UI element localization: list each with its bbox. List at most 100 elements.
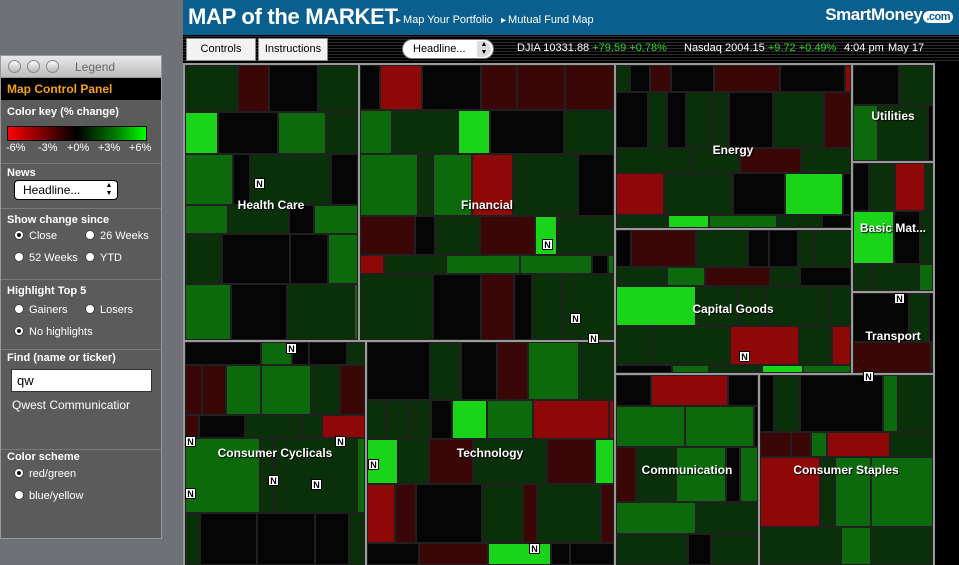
stock-cell[interactable] — [841, 527, 871, 565]
stock-cell[interactable] — [824, 92, 851, 148]
stock-cell[interactable] — [532, 274, 562, 340]
stock-cell[interactable] — [490, 110, 564, 154]
stock-cell[interactable] — [360, 274, 433, 340]
sector-technology[interactable]: Technology — [367, 342, 614, 565]
stock-cell[interactable] — [578, 154, 614, 216]
stock-cell[interactable] — [185, 284, 231, 340]
stock-cell[interactable] — [740, 148, 801, 173]
stock-cell[interactable] — [785, 173, 843, 215]
news-badge-icon[interactable]: N — [335, 436, 346, 447]
stock-cell[interactable] — [920, 211, 933, 264]
stock-cell[interactable] — [360, 154, 418, 216]
stock-cell[interactable] — [528, 342, 579, 400]
stock-cell[interactable] — [652, 326, 730, 365]
stock-cell[interactable] — [592, 255, 608, 274]
news-badge-icon[interactable]: N — [185, 436, 196, 447]
stock-cell[interactable] — [616, 502, 696, 534]
stock-cell[interactable] — [185, 415, 199, 438]
stock-cell[interactable] — [482, 484, 523, 543]
stock-cell[interactable] — [709, 365, 762, 373]
stock-cell[interactable] — [290, 234, 328, 284]
stock-cell[interactable] — [257, 513, 315, 565]
stock-cell[interactable] — [562, 274, 614, 340]
stock-cell[interactable] — [384, 255, 446, 274]
stock-cell[interactable] — [185, 65, 238, 112]
stock-cell[interactable] — [616, 92, 648, 148]
radio-icon[interactable] — [85, 304, 95, 314]
stock-cell[interactable] — [696, 286, 738, 326]
stock-cell[interactable] — [762, 365, 803, 373]
stock-cell[interactable] — [418, 154, 433, 216]
news-badge-icon[interactable]: N — [863, 371, 874, 382]
sector-financial[interactable]: Financial — [360, 65, 614, 340]
stock-cell[interactable] — [760, 527, 841, 565]
stock-cell[interactable] — [579, 342, 614, 400]
stock-cell[interactable] — [769, 230, 798, 267]
stock-cell[interactable] — [871, 457, 933, 527]
stock-cell[interactable] — [446, 255, 520, 274]
stock-cell[interactable] — [853, 105, 878, 161]
radio-52-weeks[interactable]: 52 Weeks — [14, 252, 78, 264]
news-headline-select[interactable]: Headline... ▲ ▼ — [14, 180, 118, 200]
stock-cell[interactable] — [185, 205, 228, 234]
stock-cell[interactable] — [595, 439, 614, 484]
news-badge-icon[interactable]: N — [368, 459, 379, 470]
news-badge-icon[interactable]: N — [894, 293, 905, 304]
stock-cell[interactable] — [309, 342, 347, 365]
stock-cell[interactable] — [360, 65, 380, 110]
stock-cell[interactable] — [773, 92, 824, 148]
stock-cell[interactable] — [616, 267, 667, 286]
find-input[interactable]: qw — [11, 369, 152, 392]
news-badge-icon[interactable]: N — [185, 488, 196, 499]
stock-cell[interactable] — [631, 230, 696, 267]
stock-cell[interactable] — [461, 342, 497, 400]
stock-cell[interactable] — [185, 342, 261, 365]
stock-cell[interactable] — [688, 534, 711, 565]
stock-cell[interactable] — [845, 65, 851, 92]
radio-close[interactable]: Close — [14, 230, 57, 242]
stock-cell[interactable] — [835, 457, 871, 527]
stock-cell[interactable] — [878, 105, 928, 161]
radio-icon[interactable] — [14, 490, 24, 500]
mutual-fund-map-link[interactable]: Mutual Fund Map — [501, 14, 594, 26]
stock-cell[interactable] — [814, 230, 851, 267]
stock-cell[interactable] — [636, 447, 676, 502]
stock-cell[interactable] — [231, 284, 287, 340]
stock-cell[interactable] — [422, 65, 481, 110]
sector-basic-mat[interactable]: Basic Mat... — [853, 163, 933, 291]
stock-cell[interactable] — [433, 274, 481, 340]
stock-cell[interactable] — [245, 415, 302, 438]
sector-capital-goods[interactable]: Capital Goods — [616, 230, 851, 373]
stock-cell[interactable] — [395, 484, 416, 543]
radio-icon[interactable] — [85, 230, 95, 240]
stock-cell[interactable] — [360, 110, 392, 154]
stock-cell[interactable] — [714, 65, 780, 92]
stock-cell[interactable] — [770, 267, 800, 286]
stock-cell[interactable] — [760, 375, 774, 432]
stock-cell[interactable] — [692, 148, 740, 173]
legend-window[interactable]: Legend Map Control Panel Color key (% ch… — [0, 55, 162, 539]
stock-cell[interactable] — [780, 65, 845, 92]
stock-cell[interactable] — [676, 447, 726, 502]
stock-cell[interactable] — [740, 447, 758, 502]
stock-cell[interactable] — [853, 211, 894, 264]
stock-cell[interactable] — [871, 527, 932, 565]
stock-cell[interactable] — [570, 543, 614, 565]
stock-cell[interactable] — [853, 65, 899, 105]
radio-red-green[interactable]: red/green — [14, 468, 76, 480]
stock-cell[interactable] — [328, 234, 358, 284]
stock-cell[interactable] — [890, 432, 933, 457]
stock-cell[interactable] — [185, 234, 222, 284]
stock-cell[interactable] — [894, 211, 920, 264]
sector-communication[interactable]: Communication — [616, 375, 758, 565]
stock-cell[interactable] — [533, 400, 609, 439]
stock-cell[interactable] — [729, 92, 773, 148]
stock-cell[interactable] — [410, 400, 431, 439]
stock-cell[interactable] — [520, 255, 592, 274]
news-badge-icon[interactable]: N — [268, 475, 279, 486]
stock-cell[interactable] — [800, 375, 883, 432]
stock-cell[interactable] — [315, 513, 349, 565]
legend-titlebar[interactable]: Legend — [1, 56, 161, 78]
stock-cell[interactable] — [811, 432, 827, 457]
stock-cell[interactable] — [458, 110, 490, 154]
